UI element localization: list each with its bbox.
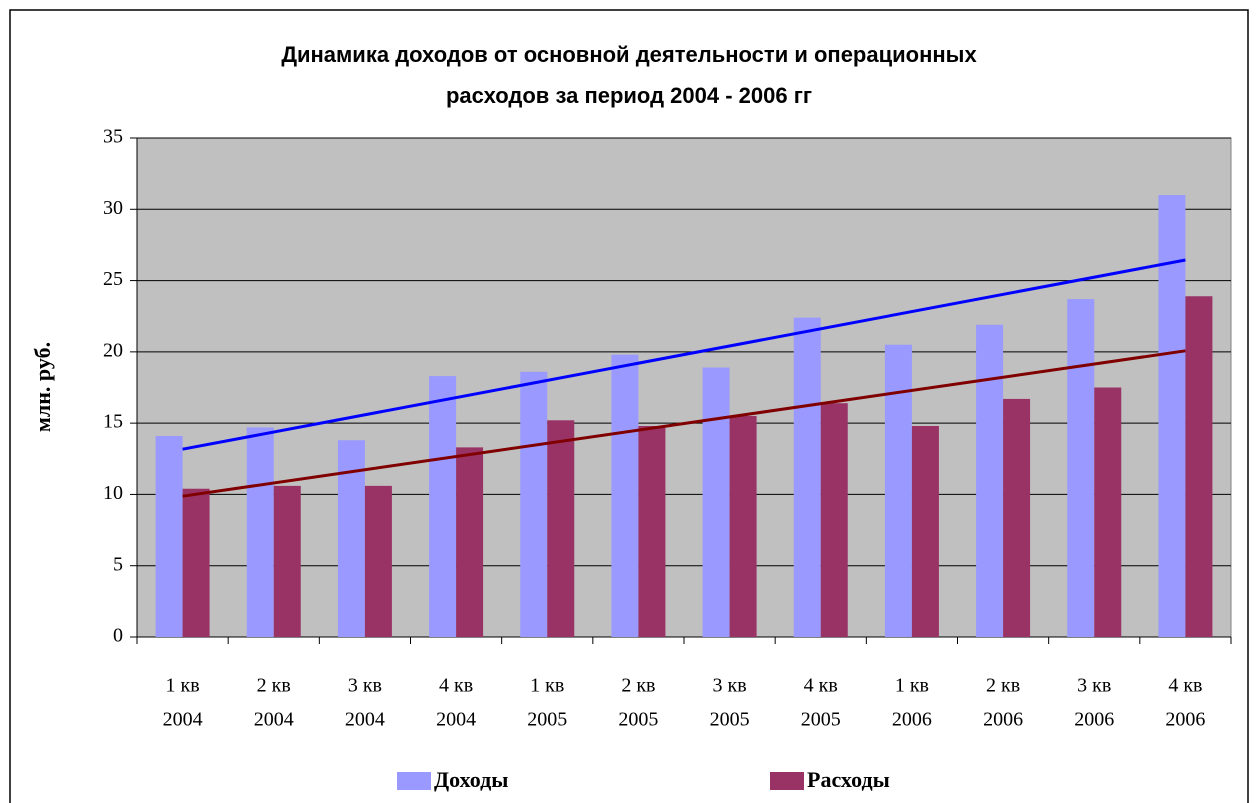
legend-label: Расходы: [807, 767, 890, 792]
x-tick-label: 4 кв: [439, 675, 473, 697]
x-tick-label: 2 кв: [621, 675, 655, 697]
bar: [1158, 195, 1186, 637]
bar: [729, 416, 757, 637]
x-tick-label: 3 кв: [348, 675, 382, 697]
bar: [884, 344, 912, 637]
bar: [1067, 299, 1095, 637]
x-tick-label: 1 кв: [895, 675, 929, 697]
x-tick-label: 2004: [163, 709, 203, 731]
bar: [182, 488, 210, 637]
y-tick-label: 35: [103, 126, 123, 148]
x-tick-label: 2006: [892, 709, 932, 731]
bar: [273, 485, 301, 637]
bar: [911, 425, 939, 637]
bar: [611, 354, 639, 637]
legend-label: Доходы: [434, 767, 508, 792]
x-tick-label: 2005: [710, 709, 750, 731]
x-tick-label: 2006: [983, 709, 1023, 731]
bar: [155, 435, 183, 637]
x-tick-label: 2005: [801, 709, 841, 731]
chart-title: Динамика доходов от основной деятельност…: [281, 42, 977, 108]
x-tick-label: 2004: [345, 709, 385, 731]
y-tick-label: 15: [103, 411, 123, 433]
bar: [976, 324, 1004, 637]
x-tick-label: 2006: [1074, 709, 1114, 731]
x-tick-label: 3 кв: [1077, 675, 1111, 697]
bar: [364, 485, 392, 637]
y-tick-label: 10: [103, 482, 123, 504]
x-tick-label: 1 кв: [530, 675, 564, 697]
bar: [547, 420, 575, 637]
bar: [1003, 398, 1031, 637]
y-tick-label: 20: [103, 339, 123, 361]
x-tick-label: 2004: [436, 709, 476, 731]
x-tick-label: 2006: [1165, 709, 1205, 731]
y-tick-label: 25: [103, 268, 123, 290]
x-tick-label: 2004: [254, 709, 294, 731]
bar: [246, 427, 274, 637]
y-tick-label: 30: [103, 197, 123, 219]
y-tick-label: 5: [113, 553, 123, 575]
x-tick-label: 1 кв: [165, 675, 199, 697]
bar: [702, 367, 730, 637]
bar: [456, 447, 484, 637]
trend-line: [182, 349, 1186, 498]
bar: [1185, 296, 1213, 637]
bar: [1094, 387, 1122, 637]
bar: [793, 317, 821, 637]
y-axis-label: млн. руб.: [30, 342, 55, 432]
bar: [429, 376, 457, 637]
x-tick-label: 2 кв: [257, 675, 291, 697]
x-tick-label: 2005: [618, 709, 658, 731]
x-tick-label: 2005: [527, 709, 567, 731]
y-tick-label: 0: [113, 625, 123, 647]
x-tick-label: 4 кв: [1168, 675, 1202, 697]
bar: [520, 371, 548, 637]
x-tick-label: 2 кв: [986, 675, 1020, 697]
bar: [820, 403, 848, 637]
bar: [638, 425, 666, 637]
trend-line: [182, 258, 1186, 451]
chart-border: [9, 9, 1249, 803]
legend-swatch: [397, 772, 431, 790]
x-tick-label: 3 кв: [712, 675, 746, 697]
x-tick-label: 4 кв: [804, 675, 838, 697]
plot-area: [136, 137, 1232, 638]
legend-swatch: [770, 772, 804, 790]
